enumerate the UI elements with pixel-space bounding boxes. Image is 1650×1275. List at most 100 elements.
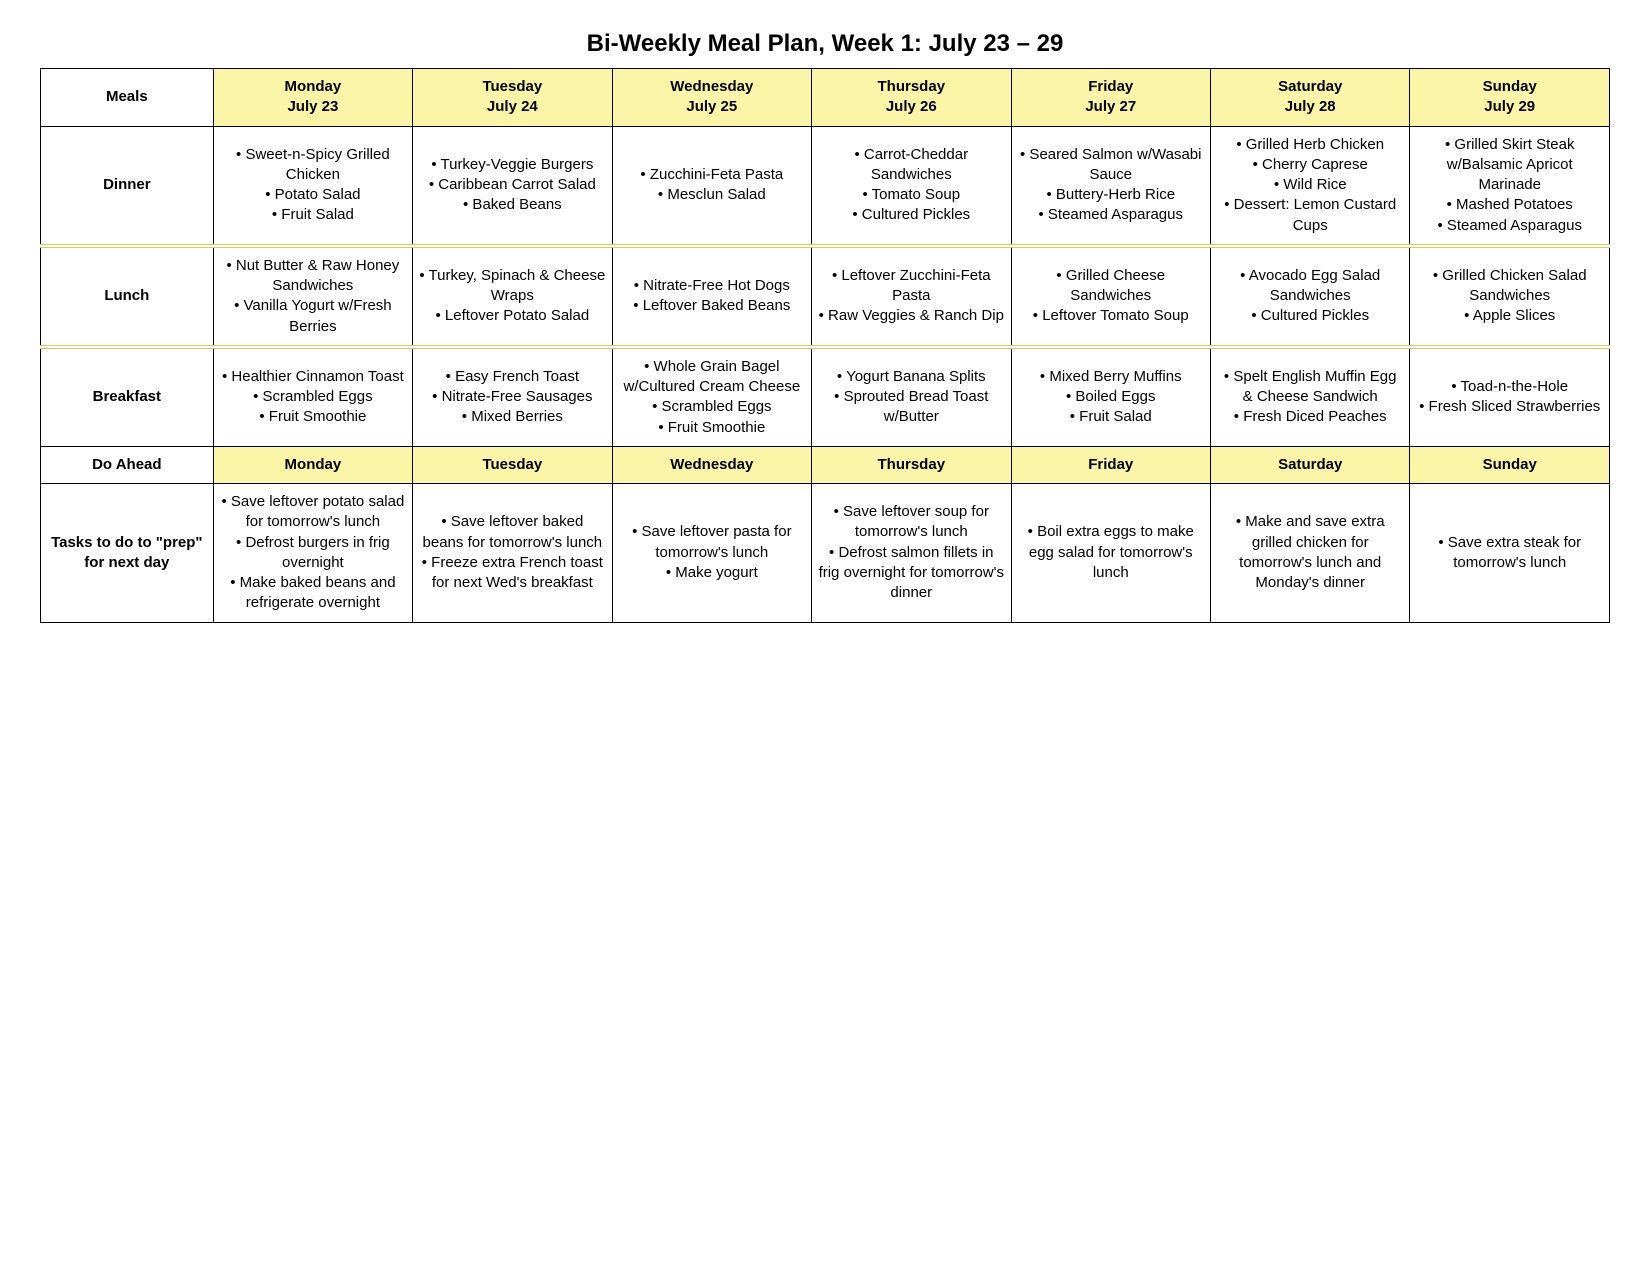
list-item: • Avocado Egg Salad Sandwiches: [1217, 266, 1403, 307]
breakfast-sunday: • Toad-n-the-Hole• Fresh Sliced Strawber…: [1410, 347, 1610, 447]
list-item: • Carrot-Cheddar Sandwiches: [818, 145, 1004, 186]
list-item: • Tomato Soup: [818, 185, 1004, 205]
day-date: July 29: [1484, 98, 1535, 115]
list-item: • Save leftover soup for tomorrow's lunc…: [818, 502, 1004, 543]
list-item: • Nitrate-Free Sausages: [419, 387, 605, 407]
day-header-saturday: Saturday July 28: [1210, 69, 1409, 127]
list-item: • Boil extra eggs to make egg salad for …: [1018, 522, 1204, 583]
list-item: • Mixed Berries: [419, 407, 605, 427]
list-item: • Freeze extra French toast for next Wed…: [419, 553, 605, 594]
header-row: Meals Monday July 23 Tuesday July 24 Wed…: [41, 69, 1610, 127]
tasks-saturday: • Make and save extra grilled chicken fo…: [1210, 484, 1409, 623]
day-name: Friday: [1088, 78, 1133, 95]
breakfast-friday: • Mixed Berry Muffins• Boiled Eggs• Frui…: [1011, 347, 1210, 447]
day-header-thursday: Thursday July 26: [812, 69, 1011, 127]
list-item: • Vanilla Yogurt w/Fresh Berries: [220, 296, 406, 337]
day-name: Thursday: [878, 78, 946, 95]
list-item: • Steamed Asparagus: [1416, 216, 1603, 236]
day-date: July 28: [1285, 98, 1336, 115]
list-item: • Steamed Asparagus: [1018, 205, 1204, 225]
list-item: • Fruit Salad: [1018, 407, 1204, 427]
dinner-saturday: • Grilled Herb Chicken• Cherry Caprese• …: [1210, 126, 1409, 246]
page-title: Bi-Weekly Meal Plan, Week 1: July 23 – 2…: [40, 30, 1610, 58]
breakfast-thursday: • Yogurt Banana Splits• Sprouted Bread T…: [812, 347, 1011, 447]
list-item: • Boiled Eggs: [1018, 387, 1204, 407]
dinner-friday: • Seared Salmon w/Wasabi Sauce• Buttery-…: [1011, 126, 1210, 246]
day-name: Monday: [285, 78, 342, 95]
list-item: • Save leftover potato salad for tomorro…: [220, 492, 406, 533]
day-date: July 26: [886, 98, 937, 115]
list-item: • Sprouted Bread Toast w/Butter: [818, 387, 1004, 428]
tasks-sunday: • Save extra steak for tomorrow's lunch: [1410, 484, 1610, 623]
list-item: • Save leftover pasta for tomorrow's lun…: [619, 522, 805, 563]
list-item: • Baked Beans: [419, 195, 605, 215]
list-item: • Sweet-n-Spicy Grilled Chicken: [220, 145, 406, 186]
list-item: • Buttery-Herb Rice: [1018, 185, 1204, 205]
tasks-friday: • Boil extra eggs to make egg salad for …: [1011, 484, 1210, 623]
list-item: • Make and save extra grilled chicken fo…: [1217, 512, 1403, 593]
dinner-label: Dinner: [41, 126, 214, 246]
do-ahead-tuesday: Tuesday: [413, 446, 612, 483]
list-item: • Fruit Smoothie: [619, 418, 805, 438]
list-item: • Dessert: Lemon Custard Cups: [1217, 195, 1403, 236]
list-item: • Fresh Diced Peaches: [1217, 407, 1403, 427]
list-item: • Grilled Herb Chicken: [1217, 135, 1403, 155]
list-item: • Leftover Tomato Soup: [1018, 306, 1204, 326]
list-item: • Cultured Pickles: [1217, 306, 1403, 326]
day-name: Wednesday: [670, 78, 753, 95]
list-item: • Turkey-Veggie Burgers: [419, 155, 605, 175]
lunch-thursday: • Leftover Zucchini-Feta Pasta• Raw Vegg…: [812, 246, 1011, 347]
dinner-tuesday: • Turkey-Veggie Burgers• Caribbean Carro…: [413, 126, 612, 246]
list-item: • Caribbean Carrot Salad: [419, 175, 605, 195]
breakfast-tuesday: • Easy French Toast• Nitrate-Free Sausag…: [413, 347, 612, 447]
lunch-tuesday: • Turkey, Spinach & Cheese Wraps• Leftov…: [413, 246, 612, 347]
list-item: • Toad-n-the-Hole: [1416, 377, 1603, 397]
list-item: • Grilled Chicken Salad Sandwiches: [1416, 266, 1603, 307]
list-item: • Make yogurt: [619, 563, 805, 583]
breakfast-wednesday: • Whole Grain Bagel w/Cultured Cream Che…: [612, 347, 811, 447]
list-item: • Seared Salmon w/Wasabi Sauce: [1018, 145, 1204, 186]
list-item: • Save leftover baked beans for tomorrow…: [419, 512, 605, 553]
breakfast-row: Breakfast • Healthier Cinnamon Toast• Sc…: [41, 347, 1610, 447]
dinner-thursday: • Carrot-Cheddar Sandwiches• Tomato Soup…: [812, 126, 1011, 246]
tasks-label: Tasks to do to "prep" for next day: [41, 484, 214, 623]
day-name: Tuesday: [482, 78, 542, 95]
day-header-tuesday: Tuesday July 24: [413, 69, 612, 127]
do-ahead-friday: Friday: [1011, 446, 1210, 483]
meal-plan-table: Meals Monday July 23 Tuesday July 24 Wed…: [40, 68, 1610, 623]
do-ahead-sunday: Sunday: [1410, 446, 1610, 483]
lunch-row: Lunch • Nut Butter & Raw Honey Sandwiche…: [41, 246, 1610, 347]
do-ahead-monday: Monday: [213, 446, 412, 483]
list-item: • Fruit Smoothie: [220, 407, 406, 427]
breakfast-label: Breakfast: [41, 347, 214, 447]
list-item: • Zucchini-Feta Pasta: [619, 165, 805, 185]
dinner-row: Dinner • Sweet-n-Spicy Grilled Chicken• …: [41, 126, 1610, 246]
tasks-row: Tasks to do to "prep" for next day • Sav…: [41, 484, 1610, 623]
tasks-tuesday: • Save leftover baked beans for tomorrow…: [413, 484, 612, 623]
list-item: • Nut Butter & Raw Honey Sandwiches: [220, 256, 406, 297]
list-item: • Healthier Cinnamon Toast: [220, 367, 406, 387]
list-item: • Fruit Salad: [220, 205, 406, 225]
list-item: • Easy French Toast: [419, 367, 605, 387]
breakfast-monday: • Healthier Cinnamon Toast• Scrambled Eg…: [213, 347, 412, 447]
day-header-sunday: Sunday July 29: [1410, 69, 1610, 127]
list-item: • Turkey, Spinach & Cheese Wraps: [419, 266, 605, 307]
list-item: • Mesclun Salad: [619, 185, 805, 205]
list-item: • Mashed Potatoes: [1416, 195, 1603, 215]
lunch-wednesday: • Nitrate-Free Hot Dogs• Leftover Baked …: [612, 246, 811, 347]
day-date: July 23: [287, 98, 338, 115]
do-ahead-header-row: Do Ahead Monday Tuesday Wednesday Thursd…: [41, 446, 1610, 483]
day-name: Saturday: [1278, 78, 1342, 95]
lunch-saturday: • Avocado Egg Salad Sandwiches• Cultured…: [1210, 246, 1409, 347]
list-item: • Defrost salmon fillets in frig overnig…: [818, 543, 1004, 604]
tasks-monday: • Save leftover potato salad for tomorro…: [213, 484, 412, 623]
list-item: • Whole Grain Bagel w/Cultured Cream Che…: [619, 357, 805, 398]
lunch-sunday: • Grilled Chicken Salad Sandwiches• Appl…: [1410, 246, 1610, 347]
list-item: • Leftover Potato Salad: [419, 306, 605, 326]
day-date: July 25: [686, 98, 737, 115]
list-item: • Leftover Baked Beans: [619, 296, 805, 316]
list-item: • Grilled Skirt Steak w/Balsamic Apricot…: [1416, 135, 1603, 196]
do-ahead-saturday: Saturday: [1210, 446, 1409, 483]
dinner-sunday: • Grilled Skirt Steak w/Balsamic Apricot…: [1410, 126, 1610, 246]
day-header-friday: Friday July 27: [1011, 69, 1210, 127]
